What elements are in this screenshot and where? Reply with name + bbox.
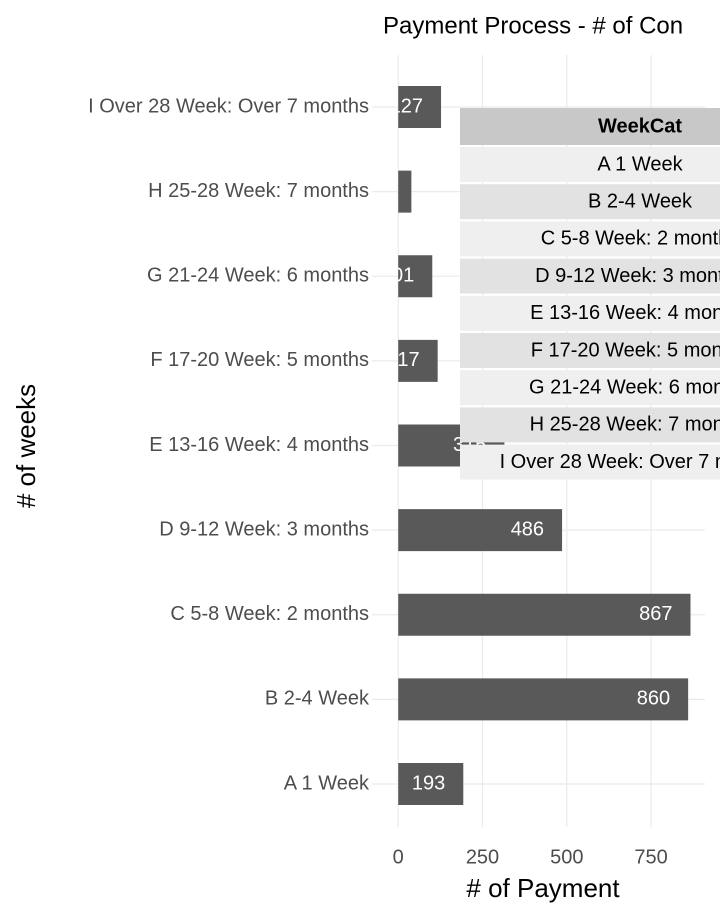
y-axis-title: # of weeks [11,384,41,508]
chart-title: Payment Process - # of Con [383,12,683,39]
y-tick-label: H 25-28 Week: 7 months [148,180,369,202]
value-label: 486 [511,518,544,540]
y-tick-label: E 13-16 Week: 4 months [149,434,369,456]
table-row-bg [460,221,720,257]
bar [398,678,689,721]
bar [398,255,433,298]
bar [398,593,691,636]
y-tick-label: I Over 28 Week: Over 7 months [88,95,369,117]
value-label: 867 [639,603,672,625]
table-header-bg [460,108,720,145]
table-cell: E 13-16 Week: 4 months [530,302,720,324]
value-label: 39 [371,180,393,202]
table-cell: B 2-4 Week [588,190,693,212]
table-cell: H 25-28 Week: 7 months [530,414,720,436]
value-label: 117 [388,349,420,371]
y-tick-label: D 9-12 Week: 3 months [159,518,369,540]
table-row-bg [460,444,720,480]
table-header: WeekCat [598,115,682,137]
table-cell: F 17-20 Week: 5 months [531,339,720,361]
table-cell: C 5-8 Week: 2 months [541,228,720,250]
table-row-bg [460,295,720,331]
y-tick-label: F 17-20 Week: 5 months [150,349,369,371]
bar [398,170,412,213]
x-tick-label: 250 [466,846,499,868]
x-tick-label: 750 [634,846,667,868]
table-row-bg [460,258,720,294]
x-tick-label: 500 [550,846,583,868]
y-tick-label: A 1 Week [284,772,370,794]
table-cell: A 1 Week [597,153,683,175]
bar [398,339,438,382]
bar [398,509,563,552]
table-row-bg [460,147,720,182]
value-label: 193 [412,772,445,794]
bar [398,763,464,805]
table-cell: G 21-24 Week: 6 months [529,376,720,398]
value-label: 860 [637,688,670,710]
x-axis-title: # of Payment [466,873,620,903]
y-tick-label: G 21-24 Week: 6 months [147,265,369,287]
table-row-bg [460,370,720,406]
y-tick-label: B 2-4 Week [265,688,370,710]
bar [398,86,442,128]
x-tick-label: 0 [393,846,404,868]
table-row-bg [460,333,720,368]
table-cell: I Over 28 Week: Over 7 months [500,451,720,473]
table-cell: D 9-12 Week: 3 months [535,265,720,287]
value-label: 127 [390,95,423,117]
table-row-bg [460,184,720,220]
table-row-bg [460,407,720,443]
value-label: 101 [381,265,414,287]
y-tick-label: C 5-8 Week: 2 months [170,603,369,625]
